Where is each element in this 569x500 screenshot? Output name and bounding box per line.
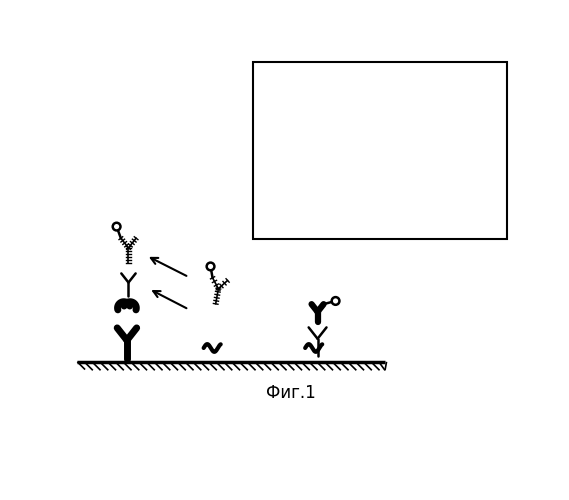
Bar	[253, 62, 506, 238]
Text: Связывающий антиген: Связывающий антиген	[298, 184, 450, 197]
Circle shape	[279, 212, 284, 218]
Text: Антитело против
иммуноглобулина: Антитело против иммуноглобулина	[298, 202, 418, 232]
Circle shape	[207, 262, 215, 270]
Circle shape	[259, 96, 265, 102]
Text: Фиг.1: Фиг.1	[266, 384, 316, 402]
Text: Антиген пациена: Антиген пациена	[298, 156, 414, 169]
Circle shape	[332, 297, 340, 305]
Text: Связывающее антитело: Связывающее антитело	[298, 128, 457, 141]
Circle shape	[113, 222, 121, 230]
Text: Детектирующее антитело: Детектирующее антитело	[298, 100, 473, 113]
Text: Антитело пациента: Антитело пациента	[298, 72, 429, 85]
